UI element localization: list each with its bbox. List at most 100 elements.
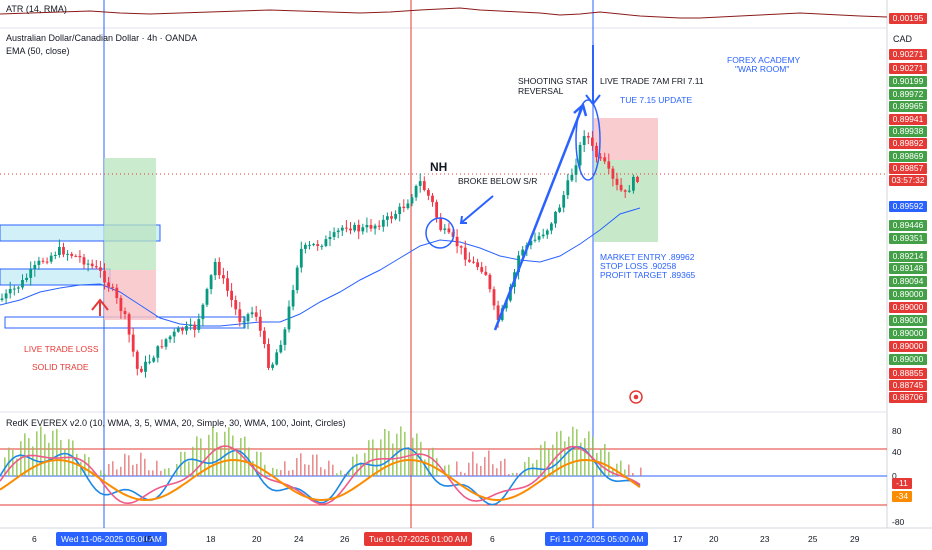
note-broke-below: BROKE BELOW S/R [458,176,538,186]
histogram-bar [368,440,370,476]
histogram-bar [508,474,510,476]
circle-broke-below[interactable] [425,217,455,249]
loss-zone-left[interactable] [104,270,156,320]
histogram-bar [288,470,290,476]
histogram-bar [40,426,42,476]
histogram-bar [140,452,142,476]
ema-line [0,207,641,327]
candle-body [332,232,336,238]
candle-body [164,339,168,347]
candle-body [168,336,172,340]
histogram-bar [316,454,318,476]
candle-body [570,174,574,181]
histogram-bar [460,471,462,476]
candle-body [99,267,102,271]
sr-zone-middle[interactable] [0,268,111,286]
candle-body [336,230,340,233]
arrow-broke-below[interactable] [460,195,494,224]
profit-zone-left[interactable] [104,158,156,270]
profit-target-zone[interactable] [594,160,658,242]
price-label: 0.89892 [889,138,927,149]
candle-body [144,361,147,372]
candle-body [254,312,258,317]
price-label: 0.90271 [889,49,927,60]
atr-legend[interactable]: ATR (14, RMA) [6,4,67,14]
price-label: 0.89000 [889,289,927,300]
histogram-bar [384,428,386,476]
candle-body [537,236,541,240]
price-label: 0.89965 [889,101,927,112]
candle-body [62,246,65,255]
histogram-bar [492,464,494,476]
candle-body [369,224,373,229]
candle-body [636,176,639,182]
histogram-bar [124,453,126,476]
time-label: 29 [850,534,860,544]
candle-body [304,244,307,249]
note-war-room: "WAR ROOM" [735,64,790,74]
currency-label[interactable]: CAD [893,34,913,44]
symbol-title[interactable]: Australian Dollar/Canadian Dollar · 4h ·… [6,33,198,43]
trend-arrow[interactable] [493,104,585,331]
candle-body [70,253,74,256]
candle-body [103,270,106,283]
time-label: 6 [490,534,495,544]
candle-body [431,195,434,203]
histogram-bar [160,470,162,476]
candle-body [287,306,291,330]
candle-body [349,228,352,231]
alert-icon[interactable] [629,390,643,404]
time-label: 23 [760,534,770,544]
candle-body [222,275,225,279]
candle-body [566,180,570,196]
note-solid-trade: SOLID TRADE [32,362,89,372]
candle-body [480,267,484,272]
histogram-bar [532,463,534,476]
histogram-bar [220,445,222,476]
histogram-bar [476,463,478,476]
histogram-bar [276,469,278,476]
candle-body [119,298,123,312]
osc-tick-minus-80: -80 [892,517,905,527]
candle-body [517,255,520,273]
candle-body [603,157,607,162]
ema-legend[interactable]: EMA (50, close) [6,46,70,56]
note-profit-target: PROFIT TARGET .89365 [600,270,696,280]
candle-body [271,364,274,368]
candle-body [455,236,459,247]
candle-body [541,234,545,237]
candle-body [33,264,37,270]
histogram-bar [404,431,406,476]
candle-body [472,261,475,263]
stop-loss-zone[interactable] [594,118,658,160]
candle-body [8,288,12,294]
candle-body [140,368,143,372]
time-label: 26 [340,534,350,544]
candle-body [258,316,262,331]
histogram-bar [312,454,314,476]
candle-body [189,324,192,327]
candle-body [160,346,164,348]
everex-legend[interactable]: RedK EVEREX v2.0 (10, WMA, 3, 5, WMA, 20… [6,418,346,428]
candlestick-series[interactable] [0,130,639,378]
candle-body [410,197,414,204]
candle-body [115,287,119,299]
candle-body [181,328,184,331]
candle-body [205,289,209,305]
histogram-bar [440,475,442,476]
histogram-bar [324,469,326,476]
histogram-bar [132,465,134,476]
candle-body [12,288,16,290]
histogram-bar [392,443,394,476]
histogram-bar [168,468,170,476]
price-label: 0.89000 [889,302,927,313]
circle-shooting-star[interactable] [575,99,601,181]
candle-body [340,227,344,231]
candle-body [381,219,385,227]
histogram-bar [308,464,310,476]
histogram-bar [148,470,150,476]
candle-body [217,261,221,276]
histogram-bar [592,436,594,476]
candle-body [619,184,623,191]
